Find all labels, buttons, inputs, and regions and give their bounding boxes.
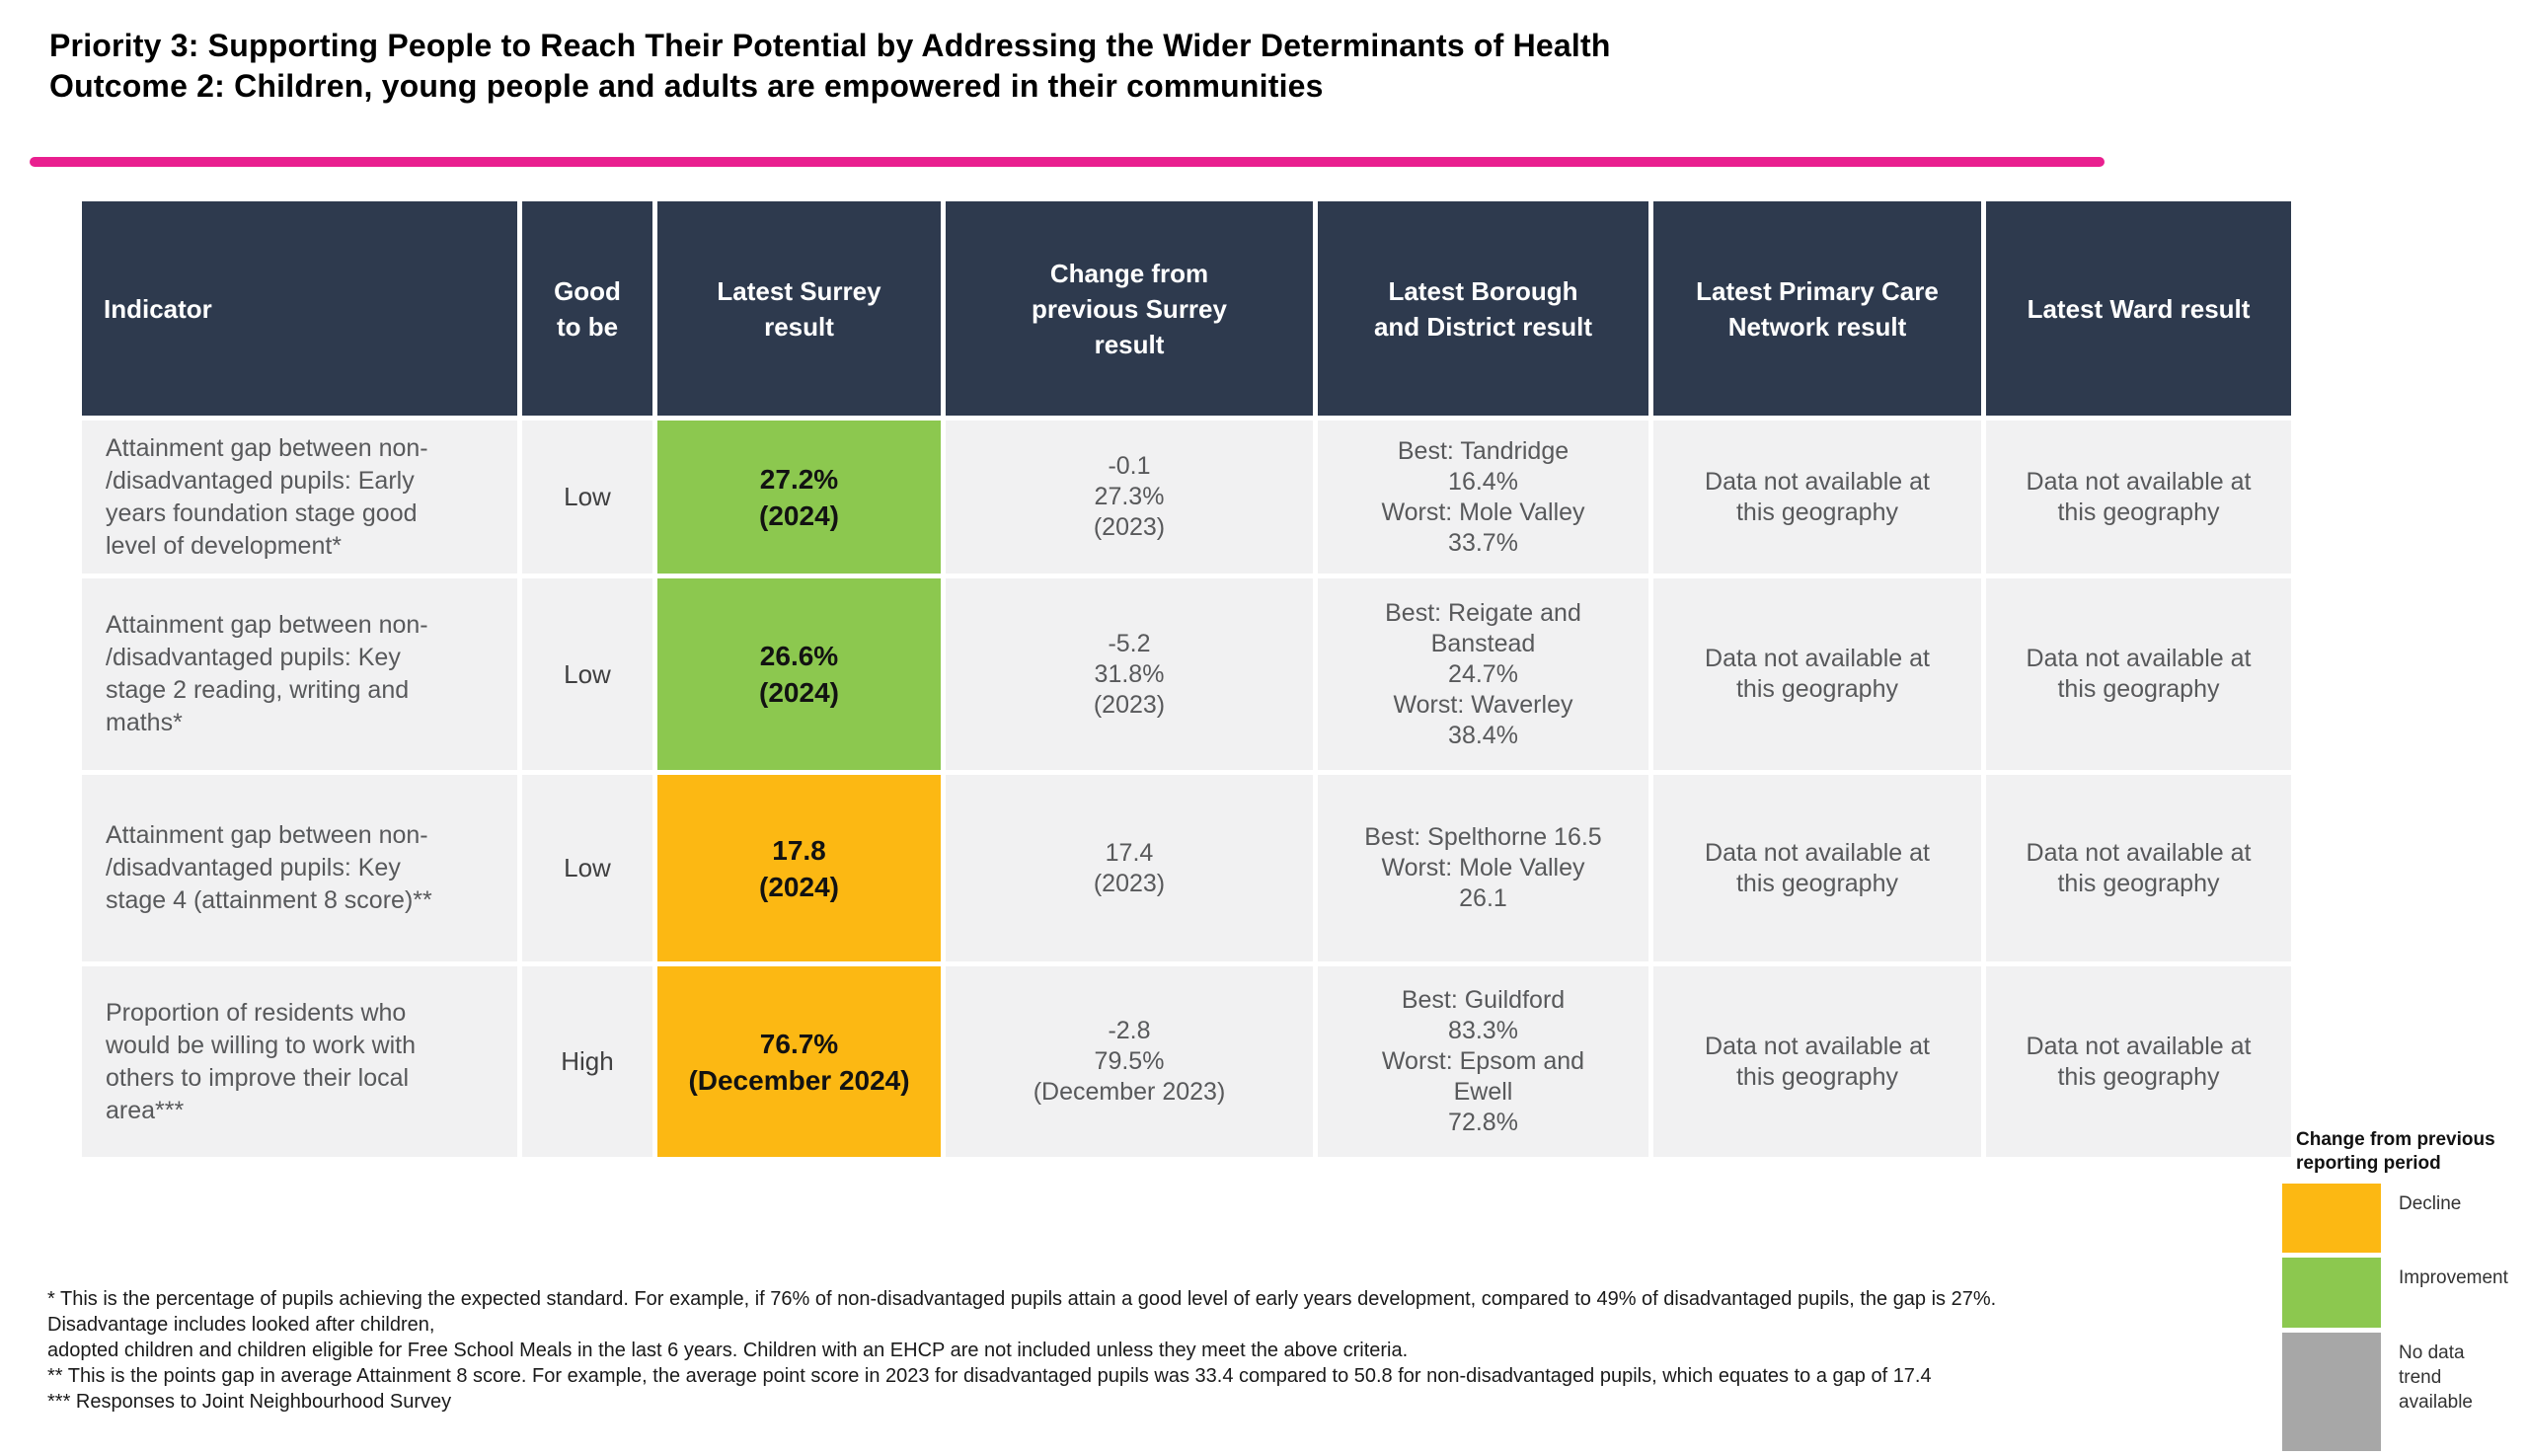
cell-ward-result: Data not available at this geography [1986,775,2291,961]
cell-change-from-previous: -5.2 31.8% (2023) [946,578,1313,770]
cell-ward-result: Data not available at this geography [1986,421,2291,574]
footnotes: * This is the percentage of pupils achie… [47,1286,1996,1415]
column-header-change-from-previous: Change from previous Surrey result [946,201,1313,416]
cell-primary-care-network-result: Data not available at this geography [1653,578,1981,770]
footnote-line: * This is the percentage of pupils achie… [47,1288,1997,1310]
footnote-line: *** Responses to Joint Neighbourhood Sur… [47,1391,452,1413]
accent-rule [30,157,2105,167]
indicators-table: Indicator Good to be Latest Surrey resul… [82,201,2291,1157]
cell-indicator: Attainment gap between non- /disadvantag… [82,775,517,961]
footnote-line: adopted children and children eligible f… [47,1340,1409,1361]
cell-latest-surrey-result: 27.2% (2024) [657,421,941,574]
legend-label-decline: Decline [2399,1193,2462,1214]
column-header-borough-district-result: Latest Borough and District result [1318,201,1648,416]
document-header: Priority 3: Supporting People to Reach T… [49,26,1611,107]
legend-item-improvement: Improvement [2282,1258,2527,1328]
page-title-line-1: Priority 3: Supporting People to Reach T… [49,28,1611,63]
cell-primary-care-network-result: Data not available at this geography [1653,966,1981,1157]
cell-change-from-previous: -0.1 27.3% (2023) [946,421,1313,574]
cell-borough-district-result: Best: Spelthorne 16.5 Worst: Mole Valley… [1318,775,1648,961]
footnote-line: Disadvantage includes looked after child… [47,1314,435,1336]
cell-primary-care-network-result: Data not available at this geography [1653,775,1981,961]
cell-change-from-previous: -2.8 79.5% (December 2023) [946,966,1313,1157]
cell-good-to-be: Low [522,421,652,574]
cell-primary-care-network-result: Data not available at this geography [1653,421,1981,574]
column-header-ward-result: Latest Ward result [1986,201,2291,416]
cell-ward-result: Data not available at this geography [1986,578,2291,770]
cell-latest-surrey-result: 17.8 (2024) [657,775,941,961]
improvement-color-swatch [2282,1258,2381,1328]
legend-item-decline: Decline [2282,1184,2527,1253]
legend-label-improvement: Improvement [2399,1267,2508,1288]
cell-ward-result: Data not available at this geography [1986,966,2291,1157]
cell-latest-surrey-result: 76.7% (December 2024) [657,966,941,1157]
legend-item-no-data: No data trend available [2282,1333,2527,1451]
footnote-line: ** This is the points gap in average Att… [47,1365,1932,1387]
cell-borough-district-result: Best: Guildford 83.3% Worst: Epsom and E… [1318,966,1648,1157]
cell-indicator: Proportion of residents who would be wil… [82,966,517,1157]
legend: Change from previous reporting period De… [2282,1128,2527,1456]
legend-label-no-data: No data trend available [2399,1342,2473,1413]
cell-borough-district-result: Best: Tandridge 16.4% Worst: Mole Valley… [1318,421,1648,574]
page-title-line-2: Outcome 2: Children, young people and ad… [49,68,1324,104]
cell-change-from-previous: 17.4 (2023) [946,775,1313,961]
cell-borough-district-result: Best: Reigate and Banstead 24.7% Worst: … [1318,578,1648,770]
decline-color-swatch [2282,1184,2381,1253]
cell-latest-surrey-result: 26.6% (2024) [657,578,941,770]
column-header-primary-care-network-result: Latest Primary Care Network result [1653,201,1981,416]
cell-indicator: Attainment gap between non- /disadvantag… [82,578,517,770]
no-data-color-swatch [2282,1333,2381,1451]
cell-good-to-be: High [522,966,652,1157]
column-header-good-to-be: Good to be [522,201,652,416]
cell-good-to-be: Low [522,578,652,770]
cell-good-to-be: Low [522,775,652,961]
cell-indicator: Attainment gap between non- /disadvantag… [82,421,517,574]
legend-title: Change from previous reporting period [2296,1129,2495,1174]
column-header-latest-surrey-result: Latest Surrey result [657,201,941,416]
column-header-indicator: Indicator [82,201,517,416]
